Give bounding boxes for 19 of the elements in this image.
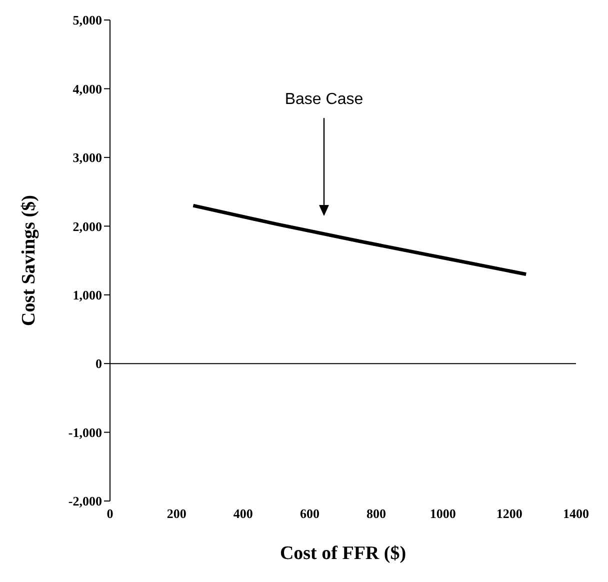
x-tick-label: 600 [300, 506, 320, 522]
x-tick-label: 1200 [496, 506, 522, 522]
x-tick-label: 0 [106, 506, 114, 522]
y-tick-label: -2,000 [68, 494, 102, 509]
annotation: Base Case [284, 91, 364, 108]
y-tick-label: 0 [96, 356, 102, 372]
x-axis-title: Cost of FFR ($) [280, 543, 406, 564]
y-tick-label: -1,000 [68, 424, 102, 440]
x-tick-label: 1400 [563, 506, 589, 522]
x-tick-label: 1000 [430, 506, 456, 522]
x-tick-label: 400 [233, 506, 253, 522]
y-tick-label: 5,000 [72, 12, 102, 28]
y-tick-label: 4,000 [72, 81, 102, 96]
y-tick-label: 3,000 [72, 150, 102, 166]
y-axis-title: Cost Savings ($) [18, 195, 40, 326]
x-tick-label: 200 [166, 506, 186, 522]
y-tick-label: 2,000 [72, 218, 102, 234]
x-tick-label: 800 [366, 506, 386, 522]
y-tick-label: 1,000 [72, 287, 102, 302]
